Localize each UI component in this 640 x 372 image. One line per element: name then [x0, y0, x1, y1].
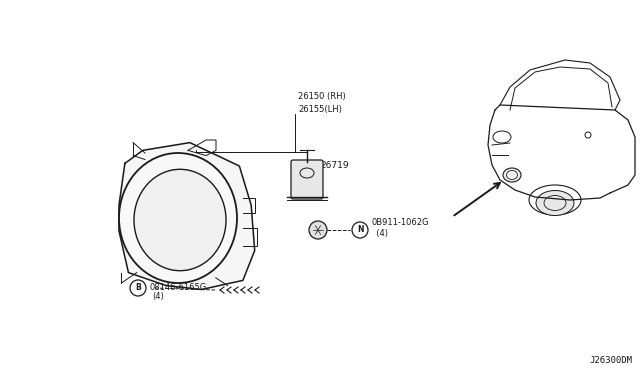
Ellipse shape — [119, 153, 237, 283]
Text: (4): (4) — [152, 292, 164, 301]
Text: 26719: 26719 — [320, 161, 349, 170]
Text: N: N — [356, 225, 364, 234]
Text: 08146-6165G: 08146-6165G — [150, 282, 207, 292]
Text: J26300DM: J26300DM — [589, 356, 632, 365]
Polygon shape — [119, 142, 255, 289]
Text: 0B911-1062G
  (4): 0B911-1062G (4) — [371, 218, 429, 238]
Circle shape — [309, 221, 327, 239]
FancyBboxPatch shape — [291, 160, 323, 199]
Text: 26155(LH): 26155(LH) — [298, 105, 342, 114]
Text: B: B — [135, 283, 141, 292]
Circle shape — [130, 280, 146, 296]
Circle shape — [352, 222, 368, 238]
Text: 26150 (RH): 26150 (RH) — [298, 92, 346, 101]
Ellipse shape — [536, 190, 574, 215]
Ellipse shape — [503, 168, 521, 182]
Ellipse shape — [134, 169, 226, 271]
